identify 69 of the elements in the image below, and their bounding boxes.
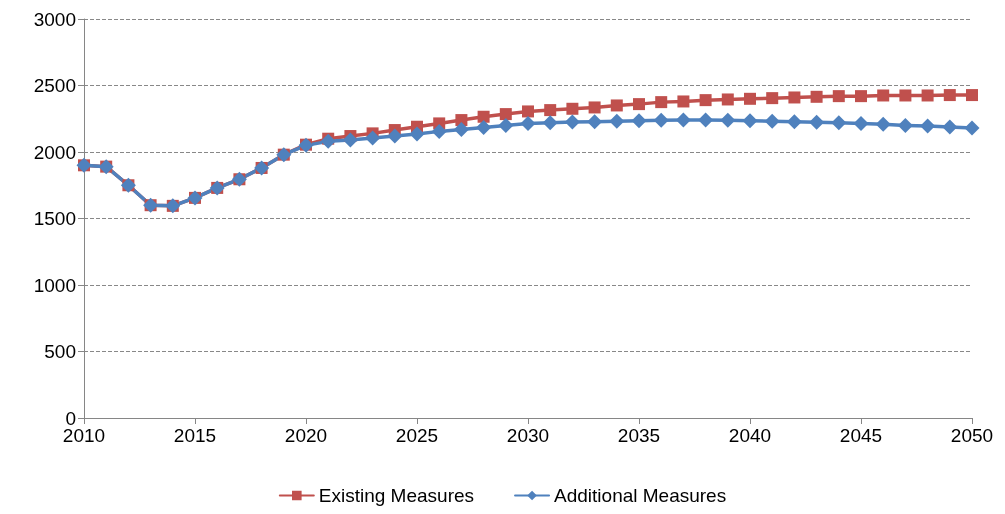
point [587,114,603,130]
point [699,94,712,107]
y-tick-label: 2500 [33,75,76,96]
y-tick-label: 500 [44,341,76,362]
legend-label: Existing Measures [318,485,475,506]
point [964,120,980,136]
y-tick-label: 3000 [33,8,76,30]
point [943,89,956,102]
x-tick-label: 2035 [617,425,661,446]
point [320,133,336,149]
point [742,113,758,129]
point [544,104,557,117]
legend-label: Additional Measures [554,485,727,506]
point [387,128,403,144]
point [655,96,668,109]
x-tick-label: 2050 [950,425,994,446]
point [522,105,534,118]
point [633,98,645,111]
point [431,123,447,139]
point [744,92,756,105]
point [809,114,825,130]
point [675,112,691,128]
y-tick-label: 1500 [33,208,76,229]
y-tick-label: 2000 [33,141,76,163]
point [832,90,845,103]
point [899,89,912,102]
point [588,101,601,114]
point [409,126,425,142]
point [498,117,514,133]
point [877,89,890,102]
point [921,89,934,102]
point [499,108,512,121]
point [942,119,958,135]
point [966,89,978,102]
point [766,92,779,105]
point [831,115,847,131]
point [520,115,536,131]
point [920,118,936,134]
point [853,115,869,131]
point [564,114,580,130]
point [476,119,492,135]
x-tick-label: 2015 [173,425,217,446]
point [855,90,867,103]
point [786,114,802,130]
point [653,112,669,128]
point [810,90,823,103]
point [677,95,690,108]
point [453,121,469,137]
x-tick-label: 2025 [395,425,439,446]
y-tick-label: 1000 [33,274,76,296]
point [610,99,623,112]
point [720,112,736,128]
point [542,115,558,131]
point [788,91,801,104]
point [566,102,579,115]
x-tick-label: 2045 [839,425,883,446]
point [897,117,913,133]
point [764,113,780,129]
point [721,93,734,106]
x-tick-label: 2020 [284,425,328,446]
x-tick-label: 2040 [728,425,772,446]
point [875,116,891,132]
point [342,132,358,148]
point [365,130,381,146]
point [609,113,625,129]
point [698,112,714,128]
point [477,110,490,123]
x-tick-label: 2030 [506,425,550,446]
point [631,113,647,129]
